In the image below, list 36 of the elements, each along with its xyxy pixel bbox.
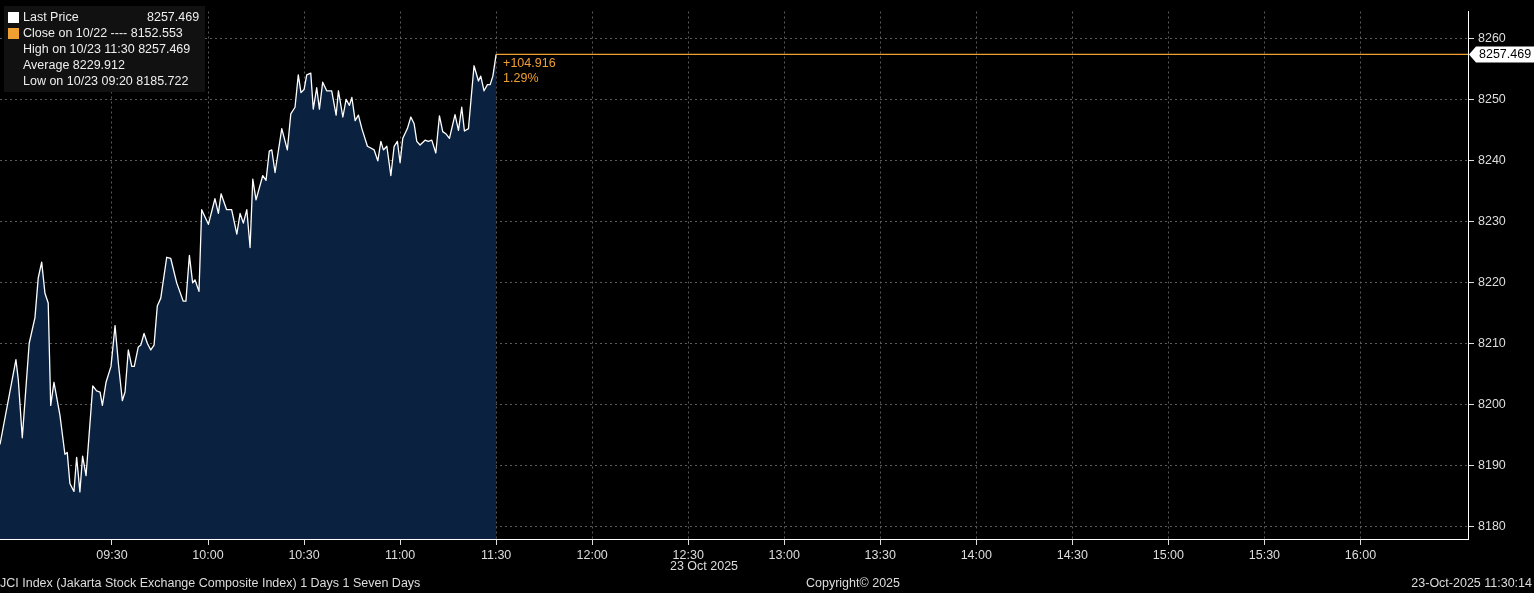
x-tick-label: 12:30 xyxy=(672,547,704,562)
y-tick-label: 8200 xyxy=(1478,397,1506,412)
annotation: Low on 10/23 09:20 8185.722 xyxy=(23,73,189,89)
legend-label: Last Price xyxy=(23,9,80,25)
text: 23 Oct 2025 xyxy=(669,559,739,574)
y-tick-label: 8230 xyxy=(1478,214,1506,229)
y-tick-label: 8240 xyxy=(1478,153,1506,168)
x-tick-label: 16:00 xyxy=(1344,547,1377,562)
annotation: 1.29% xyxy=(503,70,539,85)
y-tick-label: 8260 xyxy=(1478,31,1506,46)
x-tick-label: 13:00 xyxy=(768,547,800,562)
y-tick-label: 8210 xyxy=(1478,336,1506,351)
x-tick-label: 15:30 xyxy=(1248,547,1281,562)
x-tick-label: 10:00 xyxy=(192,547,224,562)
annotation: 8257.469 xyxy=(147,9,200,25)
x-tick-label: 09:30 xyxy=(96,547,128,562)
text: 23-Oct-2025 11:30:14 xyxy=(1411,576,1532,590)
x-tick-label: 11:00 xyxy=(384,547,416,562)
x-tick-label: 10:30 xyxy=(288,547,320,562)
y-tick-label: 8250 xyxy=(1478,92,1506,107)
text: Copyright© 2025 xyxy=(806,576,900,590)
annotation: +104.916 xyxy=(503,55,556,70)
annotation: Average 8229.912 xyxy=(23,57,125,73)
x-tick-label: 12:00 xyxy=(576,547,608,562)
y-tick-label: 8190 xyxy=(1478,458,1506,473)
x-tick-label: 15:00 xyxy=(1152,547,1185,562)
annotation: High on 10/23 11:30 8257.469 xyxy=(23,41,191,57)
x-tick-label: 13:30 xyxy=(864,547,896,562)
annotation: Close on 10/22 ---- 8152.553 xyxy=(23,25,183,41)
x-tick-label: 14:00 xyxy=(960,547,992,562)
x-tick-label: 11:30 xyxy=(480,547,512,562)
y-tick-label: 8180 xyxy=(1478,519,1506,534)
x-tick-label: 14:30 xyxy=(1056,547,1089,562)
text: 8257.469 xyxy=(1479,46,1532,61)
text: JCI Index (Jakarta Stock Exchange Composite Index) 1 Days 1 Seven Days xyxy=(0,576,421,590)
y-tick-label: 8220 xyxy=(1478,275,1506,290)
